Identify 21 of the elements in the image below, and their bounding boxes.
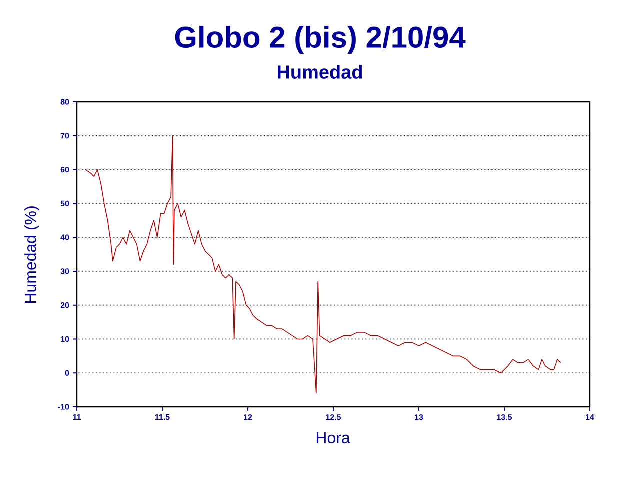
y-tick-label: 30 xyxy=(60,268,70,274)
chart-title: Globo 2 (bis) 2/10/94 xyxy=(175,26,466,54)
y-tick-label: 20 xyxy=(60,302,70,308)
x-tick-label: 12.5 xyxy=(326,414,342,420)
y-tick-label: 60 xyxy=(60,166,70,173)
y-tick-label: -10 xyxy=(58,404,70,410)
y-tick-label: 50 xyxy=(60,200,70,206)
x-tick-label: 12 xyxy=(244,414,252,420)
x-tick-label: 14 xyxy=(586,414,594,420)
y-tick-label: 70 xyxy=(60,133,70,139)
x-tick-label: 11 xyxy=(73,414,81,420)
y-axis-title: Humedad (%) xyxy=(24,206,40,304)
y-tick-label: 0 xyxy=(65,370,70,376)
y-tick-label: 40 xyxy=(60,234,70,240)
y-tick-label: 10 xyxy=(61,336,70,342)
x-tick-label: 13 xyxy=(415,414,424,420)
chart-subtitle: Humedad xyxy=(278,65,362,79)
x-tick-label: 13.5 xyxy=(497,414,512,420)
x-tick-label: 11.5 xyxy=(155,414,170,420)
x-axis-title: Hora xyxy=(316,432,350,444)
y-tick-label: 80 xyxy=(60,99,70,105)
